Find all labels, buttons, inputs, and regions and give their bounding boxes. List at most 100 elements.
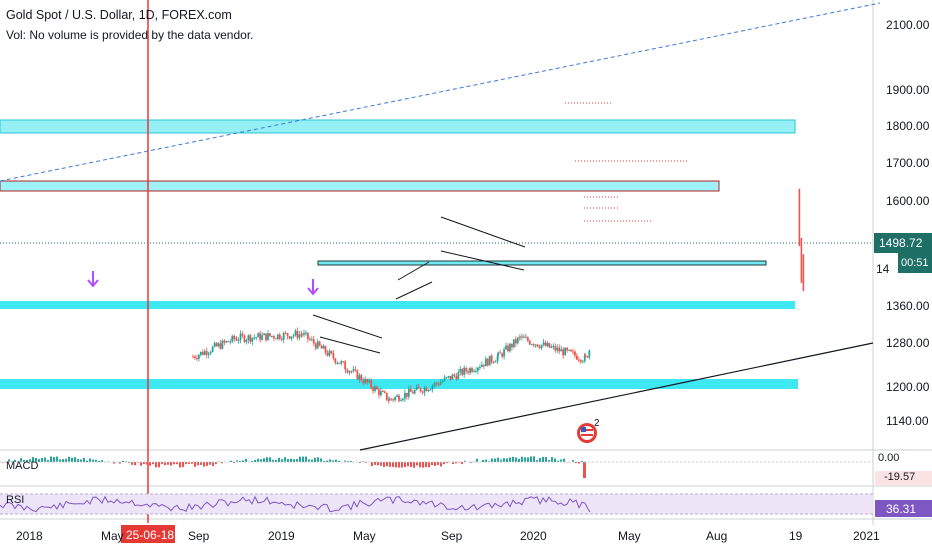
macd-bar: [272, 459, 274, 462]
macd-bar: [326, 460, 328, 462]
candle-body: [509, 343, 511, 352]
macd-bar: [92, 459, 94, 462]
zone-1200[interactable]: [0, 379, 798, 389]
macd-bar: [29, 459, 31, 462]
candle-body: [394, 397, 396, 401]
macd-bar: [335, 459, 337, 462]
candle-body: [288, 336, 291, 339]
candle-body: [280, 338, 283, 340]
candle-body: [564, 347, 567, 356]
macd-bar: [509, 457, 511, 462]
macd-bar: [239, 460, 241, 462]
candle-body: [579, 359, 582, 362]
candle-body: [294, 330, 297, 336]
candle-body: [534, 344, 537, 346]
candle-body: [453, 374, 456, 376]
candle-body: [425, 387, 428, 392]
macd-bar: [131, 462, 133, 465]
macd-bar: [320, 458, 322, 462]
support-trend-line[interactable]: [359, 342, 874, 451]
macd-bar: [113, 462, 115, 464]
candle-body: [449, 376, 452, 380]
candle-body: [463, 367, 466, 375]
macd-bar: [8, 459, 10, 462]
candle-body: [583, 354, 586, 362]
candle-body: [284, 333, 287, 335]
macd-bar: [191, 462, 193, 464]
macd-bar: [35, 457, 37, 462]
candle-body: [290, 336, 293, 339]
time-tick: Sep: [188, 529, 210, 543]
macd-bar: [476, 458, 478, 462]
candle-body: [354, 369, 357, 371]
candle-body: [503, 349, 505, 357]
candle-body: [447, 376, 450, 378]
candle-body: [490, 355, 493, 362]
candle-body: [310, 339, 313, 341]
candle-body: [427, 389, 430, 392]
candle-body: [358, 375, 361, 380]
zone-1800[interactable]: [0, 119, 796, 134]
candle-body: [400, 400, 402, 402]
macd-bar: [374, 462, 376, 465]
macd-bar: [80, 459, 82, 462]
rsi-label[interactable]: RSI: [6, 494, 25, 506]
macd-bar: [281, 459, 283, 462]
price-tick: 1360.00: [886, 299, 930, 313]
macd-bar: [101, 460, 103, 462]
candle-body: [378, 389, 380, 396]
macd-bar: [230, 460, 232, 462]
candle-body: [385, 392, 388, 401]
candle-body: [366, 378, 369, 383]
candle-body: [540, 344, 543, 348]
zone-1360[interactable]: [0, 301, 795, 309]
candle-body: [241, 333, 244, 336]
macd-bar: [95, 459, 97, 462]
macd-label[interactable]: MACD: [6, 460, 39, 472]
macd-bar: [383, 462, 385, 467]
candle-body: [352, 369, 355, 372]
macd-bar: [494, 458, 496, 462]
rsi-value: 36.31: [886, 502, 917, 516]
candle-body: [473, 370, 475, 372]
candle-body: [282, 333, 285, 340]
candle-body: [274, 338, 277, 340]
candle-body: [584, 354, 587, 357]
macd-zero-tick: 0.00: [878, 452, 900, 464]
pattern-lines[interactable]: [312, 216, 526, 354]
macd-bar: [512, 456, 514, 462]
macd-bar: [299, 456, 301, 462]
candle-body: [415, 386, 418, 391]
macd-bar: [407, 462, 409, 467]
dashed-trend-line[interactable]: [0, 2, 881, 182]
macd-bar: [500, 459, 502, 462]
candle-body: [475, 370, 477, 372]
us-flag-event-icon[interactable]: [577, 423, 597, 443]
macd-bar: [50, 456, 52, 462]
candle-body: [455, 375, 458, 380]
candle-body: [196, 358, 198, 360]
candle-body: [194, 356, 196, 359]
candle-body: [231, 335, 234, 342]
macd-bar: [200, 462, 202, 465]
candle-body: [286, 333, 289, 337]
macd-bar: [305, 456, 307, 462]
macd-bar: [143, 462, 145, 465]
zone-1440[interactable]: [317, 260, 767, 266]
candle-body: [350, 371, 353, 373]
zone-1640[interactable]: [0, 180, 720, 192]
candle-body: [192, 356, 194, 358]
time-tick: May: [618, 529, 641, 543]
candle-body: [301, 334, 303, 336]
macd-bar: [395, 462, 397, 468]
time-tick: May: [353, 529, 376, 543]
price-tick: 1900.00: [886, 83, 930, 97]
macd-bar: [65, 458, 67, 462]
current-price-tag: 1498.72: [874, 233, 932, 253]
macd-bar: [266, 457, 268, 462]
candle-body: [419, 388, 422, 392]
candle-body: [572, 351, 574, 353]
candle-body: [320, 345, 323, 349]
macd-bar: [62, 459, 64, 462]
